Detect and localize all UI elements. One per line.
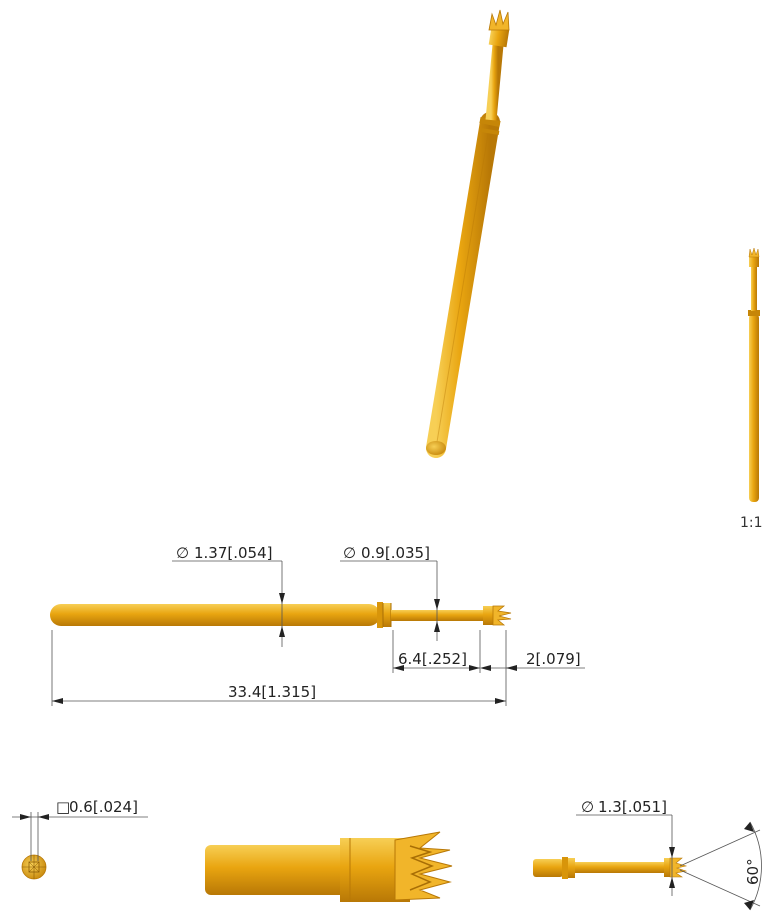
tip-length-label: 2[.079] bbox=[526, 650, 581, 668]
body-diameter-label: 1.37[.054] bbox=[194, 544, 273, 562]
side-view bbox=[50, 602, 512, 628]
square-symbol: □ bbox=[56, 798, 70, 816]
tip-side-dimensions bbox=[576, 814, 762, 911]
plunger-diameter-symbol: ∅ bbox=[343, 544, 356, 562]
tip-detail-view bbox=[205, 831, 453, 902]
plunger-diameter-label: 0.9[.035] bbox=[361, 544, 430, 562]
tip-side-detail-view bbox=[533, 857, 688, 879]
isometric-view bbox=[426, 9, 510, 458]
body-diameter-symbol: ∅ bbox=[176, 544, 189, 562]
overall-length-label: 33.4[1.315] bbox=[228, 683, 316, 701]
scale-view bbox=[748, 247, 760, 502]
scale-label: 1:1 bbox=[740, 515, 763, 531]
tip-angle-label: 60° bbox=[744, 858, 762, 885]
end-view-dimension bbox=[12, 812, 148, 861]
tip-diameter-symbol: ∅ bbox=[581, 798, 594, 816]
end-view bbox=[21, 854, 47, 880]
tip-diameter-label: 1.3[.051] bbox=[598, 798, 667, 816]
side-view-dimensions bbox=[51, 560, 585, 706]
square-size-label: 0.6[.024] bbox=[69, 798, 138, 816]
plunger-length-label: 6.4[.252] bbox=[398, 650, 467, 668]
